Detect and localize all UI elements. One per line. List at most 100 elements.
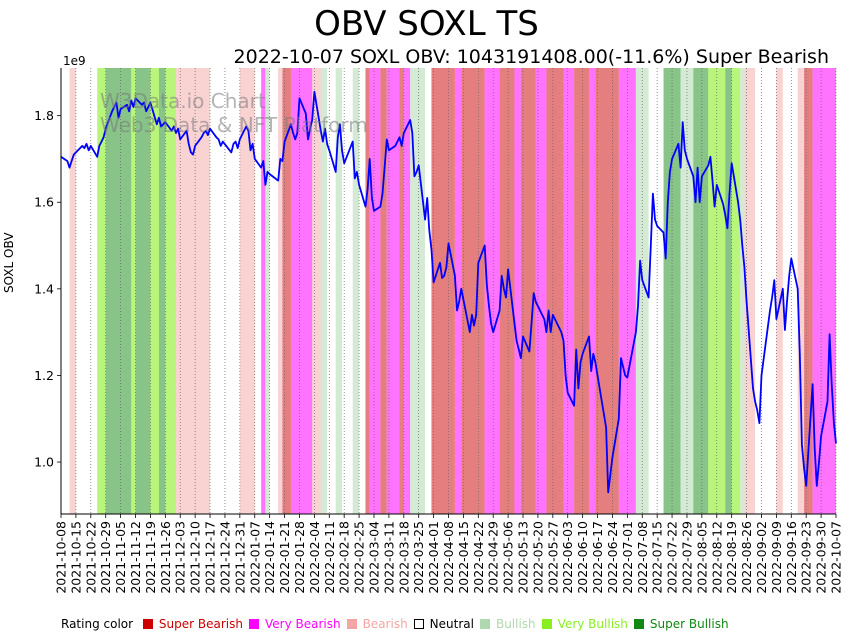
x-tick-label: 2022-02-04 bbox=[307, 521, 322, 594]
rating-band bbox=[290, 68, 313, 514]
legend-swatch bbox=[541, 619, 552, 629]
x-tick-label: 2021-10-22 bbox=[83, 521, 98, 594]
rating-band bbox=[131, 68, 136, 514]
rating-band bbox=[278, 68, 283, 514]
rating-band bbox=[574, 68, 590, 514]
x-tick-label: 2022-08-12 bbox=[709, 521, 724, 594]
rating-band bbox=[175, 68, 211, 514]
rating-band bbox=[589, 68, 596, 514]
legend-item: Neutral bbox=[413, 617, 474, 631]
rating-band bbox=[776, 68, 783, 514]
x-tick-label: 2022-04-08 bbox=[441, 521, 456, 594]
rating-band bbox=[520, 68, 536, 514]
rating-band bbox=[410, 68, 426, 514]
legend-label: Bearish bbox=[362, 617, 408, 631]
x-tick-label: 2021-10-15 bbox=[68, 521, 83, 594]
rating-band bbox=[399, 68, 404, 514]
rating-band bbox=[386, 68, 400, 514]
legend-item: Super Bearish bbox=[142, 617, 243, 631]
x-tick-label: 2021-12-10 bbox=[188, 521, 203, 594]
rating-band bbox=[731, 68, 741, 514]
rating-band bbox=[282, 68, 291, 514]
legend-swatch bbox=[479, 619, 490, 629]
x-tick-label: 2022-08-05 bbox=[694, 521, 709, 594]
legend-item: Super Bullish bbox=[633, 617, 729, 631]
legend-label: Very Bullish bbox=[557, 617, 628, 631]
legend-label: Very Bearish bbox=[264, 617, 341, 631]
x-tick-label: 2021-10-08 bbox=[54, 521, 69, 594]
x-tick-label: 2021-10-29 bbox=[98, 521, 113, 594]
x-tick-label: 2022-02-25 bbox=[352, 521, 367, 594]
rating-band bbox=[352, 68, 360, 514]
watermark-line-1: W3Data.io Chart bbox=[100, 89, 266, 113]
x-tick-label: 2022-06-03 bbox=[560, 521, 575, 594]
rating-band bbox=[69, 68, 76, 514]
x-tick-label: 2022-06-24 bbox=[605, 521, 620, 594]
x-tick-label: 2022-09-30 bbox=[814, 521, 829, 594]
rating-band bbox=[261, 68, 266, 514]
legend-swatch bbox=[346, 619, 357, 629]
rating-band bbox=[239, 68, 255, 514]
x-tick-label: 2021-12-17 bbox=[203, 521, 218, 594]
x-tick-label: 2022-03-11 bbox=[381, 521, 396, 594]
x-tick-label: 2022-06-10 bbox=[575, 521, 590, 594]
legend-title: Rating color bbox=[61, 617, 134, 631]
y-exponent-label: 1e9 bbox=[63, 54, 86, 68]
legend-swatch bbox=[142, 619, 153, 629]
x-tick-label: 2022-04-29 bbox=[486, 521, 501, 594]
x-tick-label: 2021-11-19 bbox=[143, 521, 158, 594]
x-tick-label: 2022-09-02 bbox=[754, 521, 769, 594]
rating-band bbox=[535, 68, 547, 514]
x-tick-label: 2022-05-13 bbox=[516, 521, 531, 594]
legend-swatch bbox=[248, 619, 259, 629]
x-tick-label: 2022-04-22 bbox=[471, 521, 486, 594]
legend-swatch bbox=[633, 619, 644, 629]
x-tick-label: 2022-05-20 bbox=[530, 521, 545, 594]
rating-band bbox=[725, 68, 732, 514]
x-tick-label: 2022-05-06 bbox=[501, 521, 516, 594]
x-tick-label: 2022-07-29 bbox=[679, 521, 694, 594]
x-tick-label: 2022-02-11 bbox=[322, 521, 337, 594]
rating-band bbox=[150, 68, 159, 514]
rating-band bbox=[431, 68, 455, 514]
x-tick-label: 2022-01-07 bbox=[247, 521, 262, 594]
rating-band bbox=[484, 68, 500, 514]
y-tick-label: 1.8 bbox=[34, 108, 54, 123]
x-tick-label: 2022-09-09 bbox=[769, 521, 784, 594]
legend-label: Neutral bbox=[429, 617, 474, 631]
y-tick-label: 1.4 bbox=[34, 281, 54, 296]
x-tick-label: 2022-07-15 bbox=[650, 521, 665, 594]
legend-item: Very Bearish bbox=[248, 617, 341, 631]
rating-band bbox=[546, 68, 564, 514]
rating-band bbox=[320, 68, 328, 514]
rating-band bbox=[365, 68, 370, 514]
x-tick-label: 2022-03-04 bbox=[366, 521, 381, 594]
rating-band bbox=[403, 68, 411, 514]
rating-band bbox=[563, 68, 575, 514]
x-tick-label: 2022-01-21 bbox=[277, 521, 292, 594]
rating-band bbox=[797, 68, 805, 514]
rating-band bbox=[369, 68, 381, 514]
legend-item: Very Bullish bbox=[541, 617, 628, 631]
legend-items: Super Bearish Very Bearish Bearish Neutral B… bbox=[142, 617, 735, 631]
legend: Rating color Super Bearish Very Bearish Be… bbox=[61, 617, 741, 631]
rating-band bbox=[97, 68, 106, 514]
x-tick-label: 2022-04-01 bbox=[426, 521, 441, 594]
watermark-line-2: Web3 Data & NFT Platform bbox=[100, 113, 368, 137]
x-tick-label: 2021-11-26 bbox=[158, 521, 173, 594]
legend-swatch bbox=[413, 619, 424, 629]
legend-item: Bullish bbox=[479, 617, 536, 631]
rating-band bbox=[265, 68, 270, 514]
x-tick-label: 2021-12-03 bbox=[173, 521, 188, 594]
rating-band bbox=[380, 68, 387, 514]
legend-label: Super Bullish bbox=[649, 617, 729, 631]
rating-band bbox=[454, 68, 462, 514]
rating-band bbox=[335, 68, 343, 514]
legend-label: Bullish bbox=[495, 617, 536, 631]
x-tick-label: 2022-07-08 bbox=[635, 521, 650, 594]
x-tick-label: 2021-12-31 bbox=[232, 521, 247, 594]
rating-band bbox=[461, 68, 485, 514]
obv-series-line bbox=[60, 90, 837, 494]
x-tick-label: 2022-06-17 bbox=[590, 521, 605, 594]
